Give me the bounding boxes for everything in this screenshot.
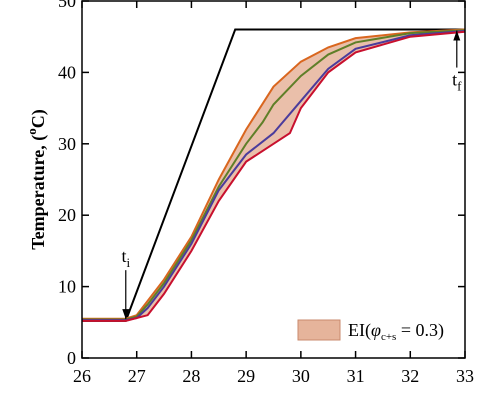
annotation-text: t	[452, 70, 457, 90]
x-tick-label: 27	[128, 366, 146, 386]
y-label-text: C)	[28, 109, 49, 128]
legend-swatch	[297, 319, 341, 341]
legend-text: EI(	[348, 320, 371, 341]
legend-symbol: φ	[371, 320, 381, 340]
series-line	[82, 30, 466, 322]
arrow-head	[453, 30, 461, 41]
arrow-head	[122, 309, 130, 320]
legend-label: EI(φc+s = 0.3)	[348, 320, 444, 343]
series-line	[82, 28, 465, 322]
y-label-text: Temperature, (	[28, 135, 49, 250]
x-tick-label: 28	[182, 366, 200, 386]
x-tick-label: 26	[73, 366, 91, 386]
y-tick-label: 40	[58, 62, 76, 82]
x-tick-label: 31	[347, 366, 365, 386]
annotation-sub: i	[126, 255, 130, 270]
band-area	[82, 29, 465, 321]
x-tick-label: 33	[456, 366, 474, 386]
series-line	[82, 29, 466, 322]
series-line	[82, 29, 466, 321]
y-tick-label: 20	[58, 205, 76, 225]
y-tick-label: 0	[67, 348, 76, 368]
series-line	[82, 28, 466, 320]
x-tick-label: 32	[401, 366, 419, 386]
y-tick-label: 30	[58, 134, 76, 154]
y-label-sup: o	[24, 128, 39, 135]
annotation: tf	[452, 70, 462, 94]
annotation-text: t	[121, 246, 126, 266]
y-tick-label: 50	[58, 0, 76, 11]
x-tick-label: 30	[292, 366, 310, 386]
y-tick-label: 10	[58, 277, 76, 297]
annotation-sub: f	[457, 79, 462, 94]
annotation: ti	[121, 246, 130, 270]
plot-frame	[81, 0, 466, 359]
x-tick-label: 29	[237, 366, 255, 386]
legend-text: = 0.3)	[396, 320, 444, 341]
y-axis-label: Temperature, (oC)	[24, 109, 49, 249]
legend-sub: c+s	[381, 331, 396, 343]
